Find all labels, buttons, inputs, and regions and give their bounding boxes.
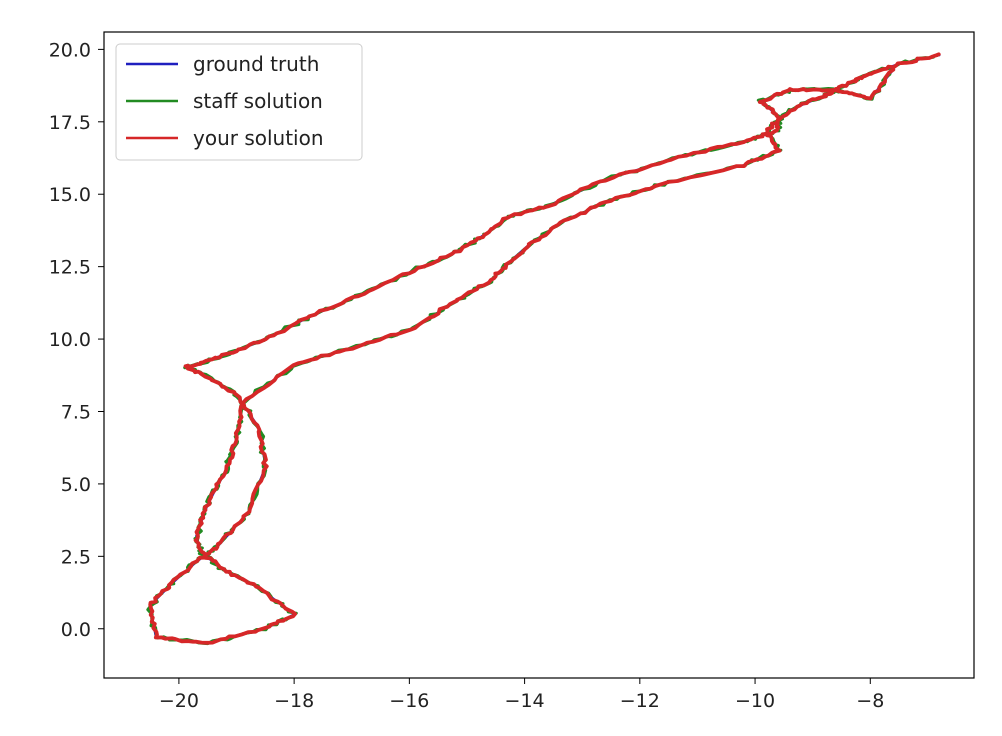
y-tick-label: 17.5 bbox=[49, 112, 91, 134]
x-tick-label: −16 bbox=[389, 690, 429, 712]
y-tick-label: 15.0 bbox=[49, 184, 91, 206]
x-tick-label: −20 bbox=[159, 690, 199, 712]
y-tick-label: 5.0 bbox=[61, 474, 91, 496]
y-tick-label: 12.5 bbox=[49, 257, 91, 279]
y-axis: 0.0 2.5 5.0 7.5 10.0 12.5 15.0 17.5 20.0 bbox=[49, 39, 104, 641]
x-tick-label: −10 bbox=[735, 690, 775, 712]
y-tick-label: 7.5 bbox=[61, 401, 91, 423]
y-tick-label: 0.0 bbox=[61, 619, 91, 641]
x-axis: −20 −18 −16 −14 −12 −10 −8 bbox=[159, 678, 884, 712]
y-tick-label: 20.0 bbox=[49, 39, 91, 61]
legend-label: staff solution bbox=[193, 89, 323, 113]
plot-frame bbox=[103, 31, 975, 679]
x-tick-label: −18 bbox=[274, 690, 314, 712]
legend-label: ground truth bbox=[193, 52, 319, 76]
x-tick-label: −12 bbox=[620, 690, 660, 712]
x-tick-label: −14 bbox=[505, 690, 545, 712]
legend-label: your solution bbox=[193, 126, 324, 150]
x-tick-label: −8 bbox=[856, 690, 884, 712]
legend-box bbox=[115, 43, 363, 161]
y-tick-label: 2.5 bbox=[61, 546, 91, 568]
series-layer bbox=[146, 52, 941, 646]
legend: ground truth staff solution your solution bbox=[115, 43, 363, 161]
y-tick-label: 10.0 bbox=[49, 329, 91, 351]
your-solution-line bbox=[148, 52, 941, 645]
